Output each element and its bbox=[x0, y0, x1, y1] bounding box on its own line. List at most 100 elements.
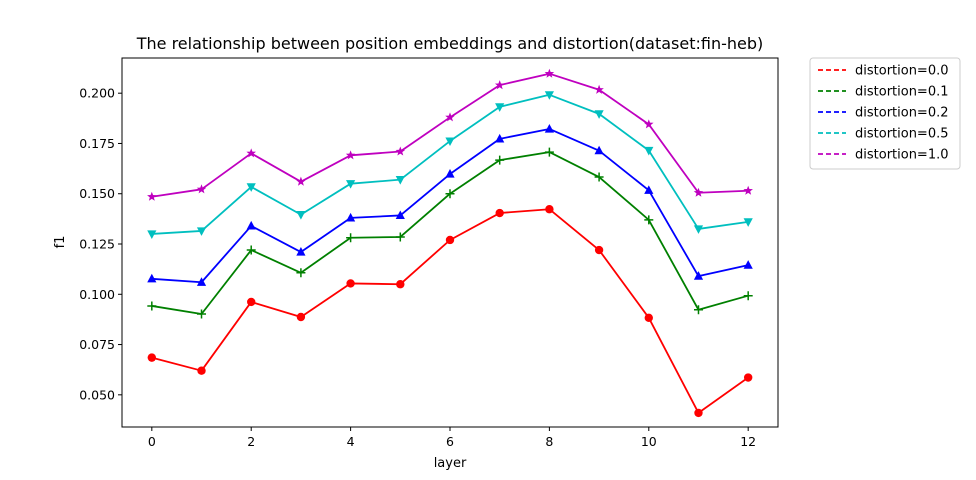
data-point bbox=[197, 366, 206, 375]
data-point bbox=[346, 233, 356, 243]
data-point bbox=[345, 150, 356, 160]
data-point bbox=[147, 273, 157, 283]
series-distortion=0.5 bbox=[147, 91, 753, 239]
legend-label: distortion=0.2 bbox=[855, 106, 949, 121]
data-point bbox=[693, 225, 704, 234]
data-point bbox=[644, 119, 654, 129]
data-point bbox=[246, 220, 256, 230]
series-distortion=0.0 bbox=[147, 205, 753, 418]
series-line bbox=[151, 72, 749, 198]
data-point bbox=[594, 110, 604, 119]
data-point bbox=[594, 245, 604, 255]
x-tick-label: 10 bbox=[641, 434, 657, 449]
series-distortion=0.2 bbox=[147, 123, 753, 286]
data-point bbox=[395, 210, 405, 220]
series-line bbox=[151, 128, 749, 284]
data-point bbox=[743, 291, 753, 301]
data-point bbox=[743, 373, 753, 382]
data-point bbox=[544, 91, 554, 100]
data-point bbox=[147, 230, 157, 239]
data-point bbox=[197, 309, 207, 319]
x-tick-label: 6 bbox=[446, 434, 454, 449]
y-tick-label: 0.175 bbox=[79, 136, 115, 151]
data-point bbox=[346, 180, 356, 189]
legend-label: distortion=0.0 bbox=[855, 64, 949, 79]
legend-item: distortion=0.0 bbox=[818, 64, 949, 79]
data-point bbox=[644, 215, 654, 225]
series-distortion=1.0 bbox=[147, 68, 753, 201]
data-point bbox=[346, 212, 356, 222]
data-point bbox=[544, 68, 555, 78]
plot-area bbox=[147, 68, 753, 418]
data-point bbox=[644, 146, 654, 156]
y-tick-label: 0.125 bbox=[79, 237, 115, 252]
data-point bbox=[594, 145, 604, 155]
legend-item: distortion=0.2 bbox=[818, 106, 949, 121]
y-tick-label: 0.075 bbox=[79, 337, 115, 352]
data-point bbox=[495, 103, 505, 112]
data-point bbox=[545, 205, 554, 214]
data-point bbox=[395, 176, 405, 185]
x-tick-label: 4 bbox=[347, 434, 355, 449]
legend-item: distortion=1.0 bbox=[818, 148, 949, 163]
series-distortion=0.1 bbox=[147, 147, 753, 319]
y-tick-label: 0.100 bbox=[79, 287, 115, 302]
data-point bbox=[445, 112, 455, 122]
data-point bbox=[743, 260, 753, 269]
data-point bbox=[693, 271, 704, 280]
data-point bbox=[246, 183, 256, 192]
legend-frame bbox=[809, 57, 961, 170]
chart-title: The relationship between position embedd… bbox=[136, 34, 764, 53]
data-point bbox=[247, 297, 256, 307]
data-point bbox=[694, 408, 703, 418]
data-point bbox=[544, 123, 554, 133]
data-point bbox=[495, 155, 505, 165]
data-point bbox=[296, 268, 306, 278]
y-axis: 0.050 0.075 0.100 0.125 0.150 0.175 0.200 bbox=[79, 86, 122, 402]
data-point bbox=[495, 133, 505, 143]
data-point bbox=[445, 137, 455, 147]
x-axis: 0 2 4 6 8 10 12 bbox=[148, 427, 756, 449]
data-point bbox=[196, 227, 207, 236]
data-point bbox=[494, 80, 505, 90]
legend: distortion=0.0 distortion=0.1 distortion=0… bbox=[809, 57, 961, 170]
data-point bbox=[693, 187, 704, 197]
data-point bbox=[196, 277, 207, 286]
y-tick-label: 0.200 bbox=[79, 86, 115, 101]
data-point bbox=[594, 172, 604, 182]
x-axis-label: layer bbox=[434, 456, 467, 471]
x-tick-label: 12 bbox=[740, 434, 756, 449]
y-axis-label: f1 bbox=[53, 236, 68, 249]
data-point bbox=[296, 312, 306, 322]
y-tick-label: 0.150 bbox=[79, 186, 115, 201]
data-point bbox=[743, 218, 753, 227]
data-point bbox=[147, 191, 157, 201]
data-point bbox=[296, 211, 306, 220]
data-point bbox=[296, 247, 306, 256]
data-point bbox=[395, 232, 405, 242]
data-point bbox=[396, 280, 405, 289]
data-point bbox=[147, 301, 157, 311]
data-point bbox=[395, 146, 406, 156]
data-point bbox=[445, 189, 455, 199]
data-point bbox=[693, 305, 703, 315]
data-point bbox=[246, 245, 256, 255]
y-tick-label: 0.050 bbox=[79, 387, 115, 402]
data-point bbox=[743, 185, 753, 195]
data-point bbox=[147, 353, 157, 362]
data-point bbox=[544, 147, 554, 157]
data-point bbox=[495, 208, 504, 218]
x-tick-label: 8 bbox=[545, 434, 553, 449]
data-point bbox=[445, 169, 455, 178]
data-point bbox=[296, 176, 306, 186]
legend-label: distortion=0.1 bbox=[855, 85, 949, 100]
legend-label: distortion=0.5 bbox=[855, 127, 949, 142]
legend-label: distortion=1.0 bbox=[855, 148, 949, 163]
data-point bbox=[196, 184, 207, 194]
x-tick-label: 0 bbox=[148, 434, 156, 449]
data-point bbox=[644, 185, 654, 194]
data-point bbox=[445, 235, 455, 245]
data-point bbox=[644, 313, 653, 323]
data-point bbox=[246, 148, 256, 158]
